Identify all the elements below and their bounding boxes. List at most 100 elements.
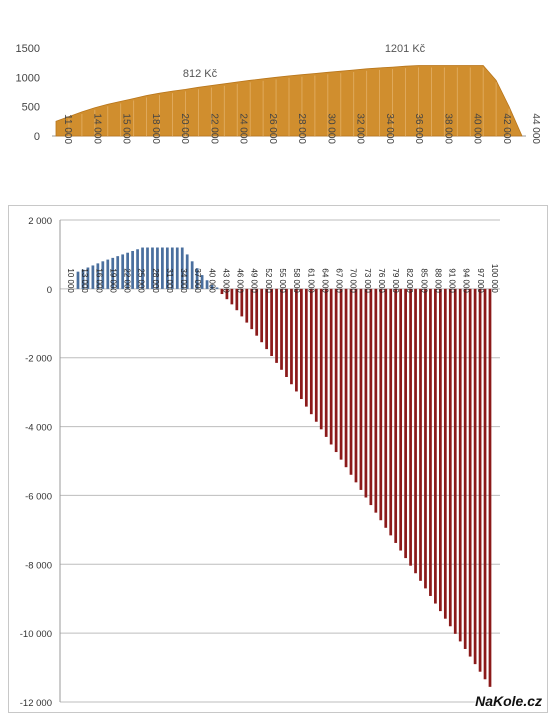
bar-negative: [488, 288, 492, 687]
bar-negative: [458, 288, 462, 642]
y-tick-label: -2 000: [25, 354, 52, 365]
bar-positive: [170, 247, 174, 289]
x-tick-label: 44 000: [530, 113, 541, 144]
bar-positive: [185, 254, 189, 289]
bar-positive: [165, 247, 169, 289]
x-tick-label: 34 000: [179, 268, 188, 293]
x-tick-label: 91 000: [448, 268, 457, 293]
bar-positive: [101, 261, 105, 289]
bar-negative: [265, 288, 268, 350]
bar-positive: [136, 249, 139, 289]
x-tick-label: 31 000: [165, 268, 174, 293]
bar-negative: [434, 288, 437, 604]
bar-negative: [404, 288, 407, 559]
x-tick-label: 97 000: [476, 268, 485, 293]
x-tick-label: 14 000: [91, 113, 102, 144]
x-tick-label: 94 000: [462, 268, 471, 293]
bar-negative: [374, 288, 378, 513]
bar-negative: [285, 288, 288, 377]
y-tick-label: -10 000: [20, 629, 52, 640]
bar-negative: [354, 288, 358, 483]
bar-negative: [329, 288, 333, 445]
bar-negative: [429, 288, 432, 596]
x-tick-label: 82 000: [405, 268, 414, 293]
bar-negative: [314, 288, 318, 422]
y-tick-label: -4 000: [25, 423, 52, 434]
x-tick-label: 70 000: [349, 268, 358, 293]
x-tick-label: 40 000: [207, 268, 216, 293]
bar-negative: [399, 288, 403, 551]
x-tick-label: 19 000: [108, 268, 117, 293]
bar-negative: [389, 288, 393, 536]
x-tick-label: 46 000: [236, 268, 245, 293]
x-tick-label: 40 000: [472, 113, 483, 144]
bar-positive: [205, 280, 209, 289]
x-tick-label: 26 000: [267, 113, 278, 144]
bar-negative: [304, 288, 308, 407]
x-tick-label: 64 000: [320, 268, 329, 293]
x-tick-label: 58 000: [292, 268, 301, 293]
bar-positive: [215, 287, 219, 289]
x-tick-label: 22 000: [123, 268, 132, 293]
bar-negative: [295, 288, 298, 392]
bar-negative: [290, 288, 293, 385]
bar-negative: [250, 288, 254, 330]
bar-negative: [394, 288, 398, 543]
bar-negative: [220, 288, 224, 295]
x-tick-label: 34 000: [384, 113, 395, 144]
bar-positive: [141, 247, 144, 289]
x-tick-label: 55 000: [278, 268, 287, 293]
bottom-bar-chart: -12 000 -10 000 -8 000 -6 000 -4 000 -2 000 0 2…: [20, 216, 500, 709]
bar-negative: [339, 288, 343, 460]
bar-negative: [324, 288, 328, 437]
bar-negative: [359, 288, 363, 490]
x-tick-label: 32 000: [355, 113, 366, 144]
bar-negative: [260, 288, 264, 343]
x-tick-label: 22 000: [208, 113, 219, 144]
bar-negative: [369, 288, 373, 506]
x-tick-label: 76 000: [377, 268, 386, 293]
bar-negative: [255, 288, 259, 336]
bar-negative: [463, 288, 467, 649]
x-tick-label: 38 000: [442, 113, 453, 144]
bar-positive: [76, 271, 80, 289]
x-tick-label: 49 000: [250, 268, 259, 293]
x-tick-label: 61 000: [306, 268, 315, 293]
bar-negative: [309, 288, 313, 415]
annotation-label: 812 Kč: [183, 68, 218, 80]
x-tick-label: 52 000: [264, 268, 273, 293]
bar-negative: [364, 288, 368, 498]
y-tick-label: -8 000: [25, 560, 52, 571]
y-tick-label: 0: [34, 131, 40, 143]
bar-negative: [275, 288, 278, 363]
bar-negative: [245, 288, 249, 323]
bar-negative: [235, 288, 239, 311]
bar-negative: [409, 288, 412, 566]
bar-positive: [131, 250, 134, 289]
annotation-label: 1201 Kč: [385, 43, 426, 55]
bar-negative: [478, 288, 482, 672]
x-tick-label: 16 000: [94, 268, 103, 293]
x-tick-label: 13 000: [80, 268, 89, 293]
x-tick-label: 18 000: [150, 113, 161, 144]
x-tick-label: 73 000: [363, 268, 372, 293]
watermark-logo: NaKole.cz: [475, 693, 542, 709]
y-tick-label: 1000: [16, 72, 40, 84]
bar-negative: [270, 288, 273, 356]
bar-positive: [86, 267, 90, 289]
x-tick-label: 30 000: [325, 113, 336, 144]
x-tick-label: 10 000: [66, 268, 75, 293]
x-tick-label: 37 000: [193, 268, 202, 293]
bar-negative: [379, 288, 383, 521]
bar-negative: [344, 288, 348, 468]
x-tick-label: 88 000: [433, 268, 442, 293]
bar-negative: [230, 288, 234, 305]
bar-positive: [175, 247, 179, 289]
bar-negative: [225, 288, 229, 300]
bar-negative: [280, 288, 283, 370]
x-tick-label: 25 000: [137, 268, 146, 293]
x-tick-label: 42 000: [501, 113, 512, 144]
x-tick-label: 36 000: [413, 113, 424, 144]
bar-negative: [334, 288, 338, 453]
y-tick-label: -6 000: [25, 491, 52, 502]
